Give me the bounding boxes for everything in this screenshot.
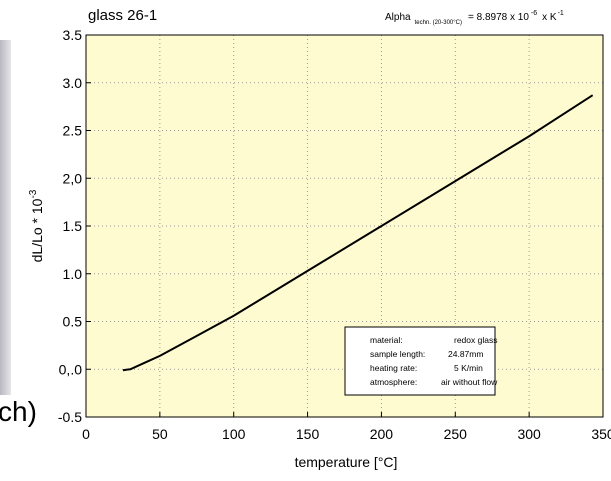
x-tick-label: 250: [444, 426, 468, 442]
y-axis-label: dL/Lo * 10-3: [28, 189, 45, 262]
plot-frame: [85, 34, 604, 418]
info-value: air without flow: [441, 377, 498, 387]
x-tick-label: 50: [152, 426, 168, 442]
info-value: redox glass: [454, 335, 497, 345]
info-value: 24.87mm: [448, 349, 483, 359]
y-tick-label: 1.5: [63, 218, 83, 234]
x-tick-label: 350: [591, 426, 611, 442]
info-value: 5 K/min: [454, 363, 483, 373]
y-tick-label: 1.0: [63, 266, 83, 282]
info-box: [344, 326, 496, 396]
x-tick-label: 200: [370, 426, 394, 442]
chart-title: glass 26-1: [88, 7, 157, 24]
alpha-value: = 8.8978 x 10: [468, 12, 529, 23]
data-line: [122, 94, 594, 372]
x-tick-label: 0: [82, 426, 90, 442]
alpha-unit: x K: [542, 12, 557, 23]
y-tick-label: 0.5: [63, 314, 83, 330]
alpha-prefix: Alpha: [385, 12, 411, 23]
info-label: material:: [370, 335, 403, 345]
y-tick-label: 2,0: [63, 170, 83, 186]
alpha-exponent: -6: [531, 10, 537, 17]
alpha-annotation: Alpha techn. (20-300°C) = 8.8978 x 10 -6 x K…: [385, 10, 564, 26]
x-tick-label: 300: [517, 426, 541, 442]
y-tick-label: 0,.0: [59, 361, 83, 377]
background-window: [0, 40, 11, 395]
y-tick-label: -0.5: [58, 409, 82, 425]
info-label: sample length:: [370, 349, 425, 359]
x-tick-label: 150: [296, 426, 320, 442]
alpha-unit-exponent: -1: [558, 10, 564, 17]
y-axis-label-text: dL/Lo * 10: [29, 198, 45, 262]
y-tick-label: 3.5: [63, 27, 83, 43]
cropped-text: ch): [0, 396, 37, 427]
y-tick-label: 3.0: [63, 75, 83, 91]
info-label: heating rate:: [370, 363, 417, 373]
y-tick-label: 2.5: [63, 123, 83, 139]
x-tick-label: 100: [222, 426, 246, 442]
x-axis-label: temperature [°C]: [295, 454, 398, 470]
alpha-subscript: techn. (20-300°C): [415, 20, 462, 26]
y-axis-label-exponent: -3: [28, 189, 39, 198]
info-label: atmosphere:: [370, 377, 417, 387]
